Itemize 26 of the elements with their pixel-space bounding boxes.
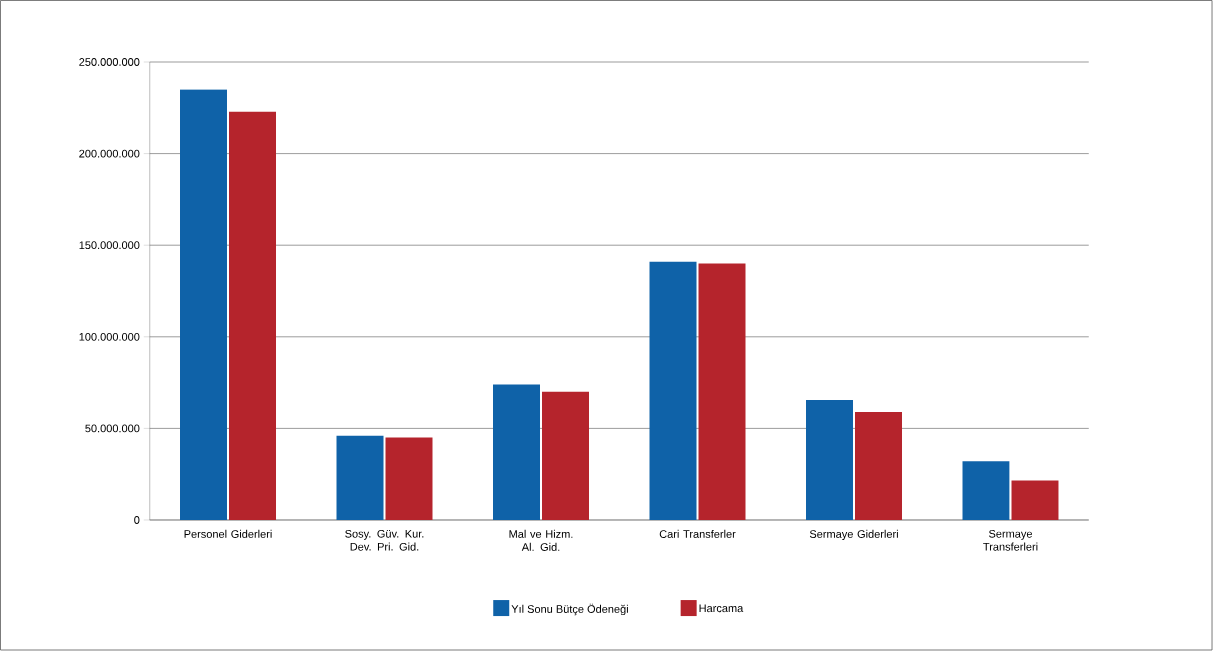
bar [649,261,697,520]
legend-label: Harcama [699,604,744,613]
x-tick-label: Sermaye Transferleri [983,529,1038,551]
bar [385,437,433,520]
x-tick-label: Sermaye Giderleri [809,529,898,541]
x-tick-label: Mal ve Hizm. Al. Gid. [509,529,573,551]
bar [493,384,540,520]
bar [962,461,1010,520]
y-tick-label: 50.000.000 [85,424,140,433]
y-tick-label: 0 [134,516,140,524]
y-tick-label: 150.000.000 [79,241,140,250]
x-tick-label: Sosy. Güv. Kur. Dev. Pri. Gid. [345,529,424,551]
bar [855,411,903,520]
bar [336,435,384,520]
y-tick-label: 250.000.000 [79,58,140,66]
legend-label: Yıl Sonu Bütçe Ödeneği [511,603,628,616]
bar [542,391,590,520]
bar [698,263,746,520]
y-tick-label: 100.000.000 [79,332,140,341]
x-tick-label: Personel Giderleri [184,529,272,538]
x-tick-label: Cari Transferler [659,529,736,538]
y-tick-label: 200.000.000 [79,149,140,158]
bar [180,89,227,520]
bar [806,400,853,520]
bar [1011,480,1059,520]
bar [229,111,277,520]
